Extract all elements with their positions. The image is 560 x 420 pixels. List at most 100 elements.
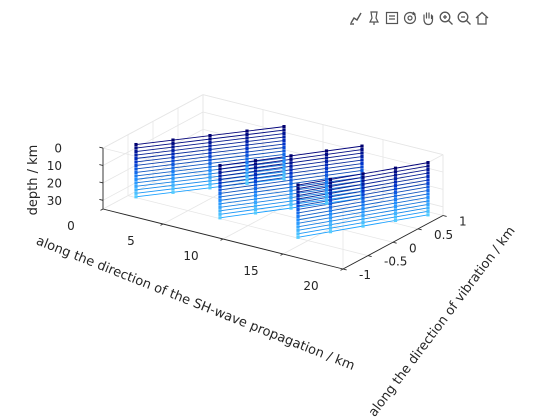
receiver-marker xyxy=(324,177,329,181)
receiver-marker xyxy=(328,216,333,220)
receiver-marker xyxy=(324,194,329,198)
receiver-marker xyxy=(245,157,249,161)
receiver-marker xyxy=(426,209,430,213)
receiver-marker xyxy=(361,175,365,179)
receiver-marker xyxy=(245,129,249,133)
receiver-marker xyxy=(361,203,365,207)
receiver-marker xyxy=(324,149,329,153)
receiver-marker xyxy=(208,175,212,179)
receiver-marker xyxy=(360,144,364,148)
receiver-marker xyxy=(426,178,430,182)
receiver-marker xyxy=(134,188,138,192)
receiver-marker xyxy=(253,162,258,166)
receiver-marker xyxy=(171,173,175,177)
receiver-marker xyxy=(208,151,212,155)
receiver-marker xyxy=(289,171,293,175)
receiver-marker xyxy=(361,224,365,228)
receiver-marker xyxy=(328,212,333,216)
receiver-marker xyxy=(218,191,222,196)
receiver-marker xyxy=(134,153,138,157)
receiver-marker xyxy=(426,164,430,168)
back-wall-grid-line xyxy=(202,129,444,190)
receiver-marker xyxy=(361,207,365,211)
receiver-marker xyxy=(134,146,138,150)
receiver-marker xyxy=(361,220,365,225)
y-tick-mark xyxy=(442,215,447,217)
receiver-marker xyxy=(361,182,365,186)
back-wall-grid-line xyxy=(202,146,444,208)
receiver-marker xyxy=(328,209,333,213)
receiver-marker xyxy=(134,174,138,178)
x-tick-label: 5 xyxy=(127,234,135,248)
receiver-marker xyxy=(328,219,333,223)
receiver-marker xyxy=(328,191,333,195)
save-icon[interactable] xyxy=(384,8,400,28)
x-tick-mark xyxy=(340,268,344,271)
back-wall-grid-line xyxy=(202,111,444,173)
zoom-in-icon[interactable] xyxy=(438,8,454,28)
receiver-marker xyxy=(328,181,333,185)
receiver-marker xyxy=(245,171,249,175)
receiver-marker xyxy=(296,193,300,198)
receiver-marker xyxy=(361,196,365,200)
receiver-marker xyxy=(171,180,175,184)
receiver-marker xyxy=(289,202,293,207)
axes-box xyxy=(99,94,447,271)
receiver-marker xyxy=(171,141,175,146)
home-icon[interactable] xyxy=(474,8,490,28)
receiver-marker xyxy=(426,181,430,186)
receiver-marker xyxy=(208,147,212,152)
receiver-marker xyxy=(218,202,222,206)
receiver-marker xyxy=(324,180,329,184)
receiver-marker xyxy=(296,200,300,205)
x-tick-label: 0 xyxy=(67,219,75,233)
receiver-marker xyxy=(360,165,364,169)
receiver-marker xyxy=(171,176,175,180)
receiver-marker xyxy=(253,200,258,205)
data-tips-icon[interactable] xyxy=(366,8,382,28)
box-edge xyxy=(202,94,444,155)
receiver-marker xyxy=(208,134,212,138)
pan-hand-icon[interactable] xyxy=(420,8,436,28)
x-tick-label: 10 xyxy=(183,249,198,263)
receiver-marker xyxy=(393,173,398,177)
y-axis-label: along the direction of vibration / km xyxy=(366,224,519,420)
receiver-marker xyxy=(134,184,138,188)
floor-grid-line xyxy=(127,195,369,257)
receiver-marker xyxy=(360,154,364,159)
receiver-marker xyxy=(393,194,398,198)
receiver-marker xyxy=(218,184,222,189)
receiver-marker xyxy=(282,156,286,160)
y-tick-mark xyxy=(392,241,397,244)
receiver-marker xyxy=(245,160,249,165)
receiver-marker xyxy=(296,207,300,212)
receiver-marker xyxy=(134,156,138,161)
receiver-marker xyxy=(171,148,175,153)
receiver-marker xyxy=(282,145,286,150)
receiver-marker xyxy=(324,173,329,177)
brush-data-icon[interactable] xyxy=(348,8,364,28)
receiver-marker xyxy=(393,187,398,191)
z-tick-label: 10 xyxy=(47,159,62,173)
rotate-3d-icon[interactable] xyxy=(402,8,418,28)
receiver-marker xyxy=(282,163,286,167)
axes-toolbar xyxy=(348,8,492,30)
receiver-marker xyxy=(208,161,212,166)
zoom-out-icon[interactable] xyxy=(456,8,472,28)
receiver-marker xyxy=(208,165,212,169)
receiver-marker xyxy=(282,128,286,132)
receiver-marker xyxy=(289,161,293,165)
receiver-marker xyxy=(171,183,175,187)
receiver-marker xyxy=(393,201,398,205)
receiver-marker xyxy=(171,138,175,142)
receiver-marker xyxy=(426,161,430,165)
z-tick-mark xyxy=(99,164,104,166)
receiver-marker xyxy=(245,174,249,178)
y-tick-label: 1 xyxy=(459,215,467,229)
receiver-marker xyxy=(324,159,329,164)
receiver-marker xyxy=(282,170,286,174)
receiver-marker xyxy=(289,206,293,210)
receiver-marker xyxy=(361,210,365,214)
